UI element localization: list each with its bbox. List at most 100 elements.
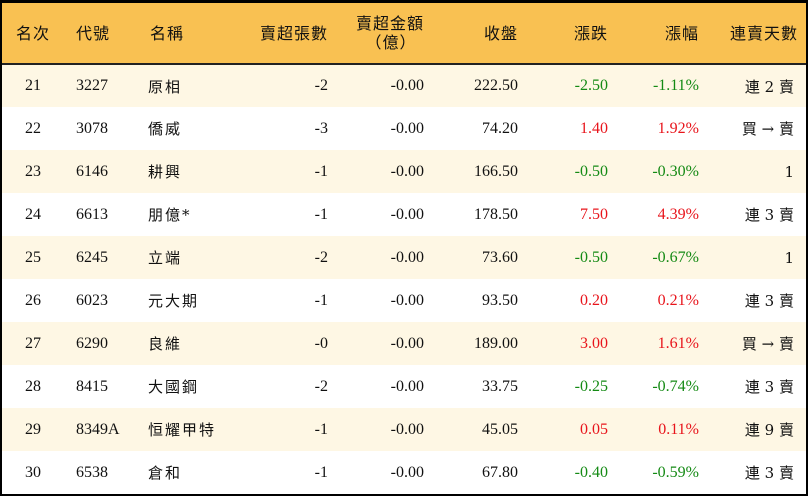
cell-streak: 買 → 賣 (699, 322, 806, 365)
cell-change: -0.50 (518, 236, 608, 279)
cell-name: 耕興 (138, 150, 238, 193)
header-sell-amount: 賣超金額 （億） (328, 3, 428, 65)
cell-change: -0.40 (574, 463, 608, 481)
cell-streak: 1 (699, 150, 806, 193)
cell-streak: 連 3 賣 (744, 378, 794, 396)
cell-streak: 連 9 賣 (699, 408, 806, 451)
cell-close: 45.05 (428, 408, 518, 451)
cell-close: 73.60 (428, 236, 518, 279)
cell-rank: 22 (25, 119, 41, 137)
cell-sell-lots: -1 (238, 150, 328, 193)
cell-sell-lots: -0 (238, 322, 328, 365)
cell-rank: 28 (25, 377, 41, 395)
header-sell-amount-unit: （億） (365, 33, 417, 52)
cell-rank: 21 (2, 64, 64, 107)
table-row[interactable]: 22 3078 僑威 -3 -0.00 74.20 1.40 1.92% 買 → 賣 (2, 107, 806, 150)
cell-change: 1.40 (580, 119, 608, 137)
cell-change: -0.50 (518, 150, 608, 193)
cell-code: 6538 (76, 463, 108, 481)
cell-close: 33.75 (482, 377, 518, 395)
cell-change: -0.25 (574, 377, 608, 395)
cell-pct: -0.30% (608, 150, 699, 193)
cell-name: 朋億* (148, 206, 192, 224)
cell-close: 74.20 (482, 119, 518, 137)
cell-streak: 1 (699, 236, 806, 279)
cell-pct: -0.74% (652, 377, 699, 395)
cell-close: 189.00 (428, 322, 518, 365)
cell-sell-lots: -2 (238, 64, 328, 107)
header-streak: 連賣天數 (699, 3, 806, 65)
cell-change: 3.00 (518, 322, 608, 365)
cell-streak: 買 → 賣 (741, 120, 794, 138)
cell-pct: 1.61% (608, 322, 699, 365)
header-change: 漲跌 (518, 3, 608, 65)
cell-change: 7.50 (580, 205, 608, 223)
cell-close: 93.50 (482, 291, 518, 309)
cell-rank: 24 (25, 205, 41, 223)
cell-change: -2.50 (518, 64, 608, 107)
table-row[interactable]: 23 6146 耕興 -1 -0.00 166.50 -0.50 -0.30% 1 (2, 150, 806, 193)
sell-ranking-table: 名次 代號 名稱 賣超張數 賣超金額 （億） 收盤 漲跌 漲幅 連賣天數 21 32… (2, 3, 806, 494)
cell-sell-amount: -0.00 (328, 408, 428, 451)
cell-code: 6613 (76, 205, 108, 223)
cell-sell-lots: -1 (238, 408, 328, 451)
cell-sell-amount: -0.00 (390, 377, 424, 395)
cell-sell-amount: -0.00 (328, 236, 428, 279)
cell-sell-lots: -2 (238, 236, 328, 279)
cell-sell-amount: -0.00 (328, 322, 428, 365)
table-row[interactable]: 21 3227 原相 -2 -0.00 222.50 -2.50 -1.11% 連 2 賣 (2, 64, 806, 107)
cell-sell-lots: -2 (314, 377, 328, 395)
table-row[interactable]: 27 6290 良維 -0 -0.00 189.00 3.00 1.61% 買 → 賣 (2, 322, 806, 365)
cell-sell-amount: -0.00 (390, 291, 424, 309)
cell-close: 178.50 (474, 205, 518, 223)
cell-code: 6290 (64, 322, 138, 365)
cell-pct: -1.11% (608, 64, 699, 107)
table-row[interactable]: 26 6023 元大期 -1 -0.00 93.50 0.20 0.21% 連 3 賣 (2, 279, 806, 322)
table-row[interactable]: 30 6538 倉和 -1 -0.00 67.80 -0.40 -0.59% 連 3 賣 (2, 451, 806, 494)
table-row[interactable]: 29 8349A 恒耀甲特 -1 -0.00 45.05 0.05 0.11% 連 9 賣 (2, 408, 806, 451)
cell-streak: 連 3 賣 (744, 292, 794, 310)
cell-name: 元大期 (148, 292, 200, 310)
cell-close: 166.50 (428, 150, 518, 193)
table-row[interactable]: 24 6613 朋億* -1 -0.00 178.50 7.50 4.39% 連 3 賣 (2, 193, 806, 236)
cell-close: 222.50 (428, 64, 518, 107)
cell-rank: 23 (2, 150, 64, 193)
header-code: 代號 (64, 3, 138, 65)
cell-name: 恒耀甲特 (138, 408, 238, 451)
cell-sell-amount: -0.00 (390, 463, 424, 481)
header-pct: 漲幅 (608, 3, 699, 65)
header-sell-amount-label: 賣超金額 (355, 14, 424, 33)
header-row: 名次 代號 名稱 賣超張數 賣超金額 （億） 收盤 漲跌 漲幅 連賣天數 (2, 3, 806, 65)
cell-streak: 連 3 賣 (744, 464, 794, 482)
cell-code: 3227 (64, 64, 138, 107)
cell-streak: 連 3 賣 (744, 206, 794, 224)
cell-sell-lots: -1 (314, 291, 328, 309)
cell-name: 僑威 (148, 120, 183, 138)
header-rank: 名次 (2, 3, 64, 65)
cell-pct: 0.21% (657, 291, 699, 309)
cell-code: 6245 (64, 236, 138, 279)
cell-rank: 30 (25, 463, 41, 481)
table-row[interactable]: 28 8415 大國鋼 -2 -0.00 33.75 -0.25 -0.74% 連 3 賣 (2, 365, 806, 408)
cell-rank: 27 (2, 322, 64, 365)
cell-close: 67.80 (482, 463, 518, 481)
cell-pct: 4.39% (657, 205, 699, 223)
cell-pct: 0.11% (608, 408, 699, 451)
cell-pct: 1.92% (657, 119, 699, 137)
cell-name: 良維 (138, 322, 238, 365)
cell-name: 倉和 (148, 464, 183, 482)
cell-sell-lots: -3 (314, 119, 328, 137)
cell-pct: -0.59% (652, 463, 699, 481)
cell-code: 6146 (64, 150, 138, 193)
cell-code: 8415 (76, 377, 108, 395)
cell-change: 0.20 (580, 291, 608, 309)
header-close: 收盤 (428, 3, 518, 65)
cell-name: 立端 (138, 236, 238, 279)
table-row[interactable]: 25 6245 立端 -2 -0.00 73.60 -0.50 -0.67% 1 (2, 236, 806, 279)
cell-sell-amount: -0.00 (328, 64, 428, 107)
cell-sell-amount: -0.00 (328, 150, 428, 193)
cell-code: 8349A (64, 408, 138, 451)
cell-name: 原相 (138, 64, 238, 107)
cell-rank: 29 (2, 408, 64, 451)
